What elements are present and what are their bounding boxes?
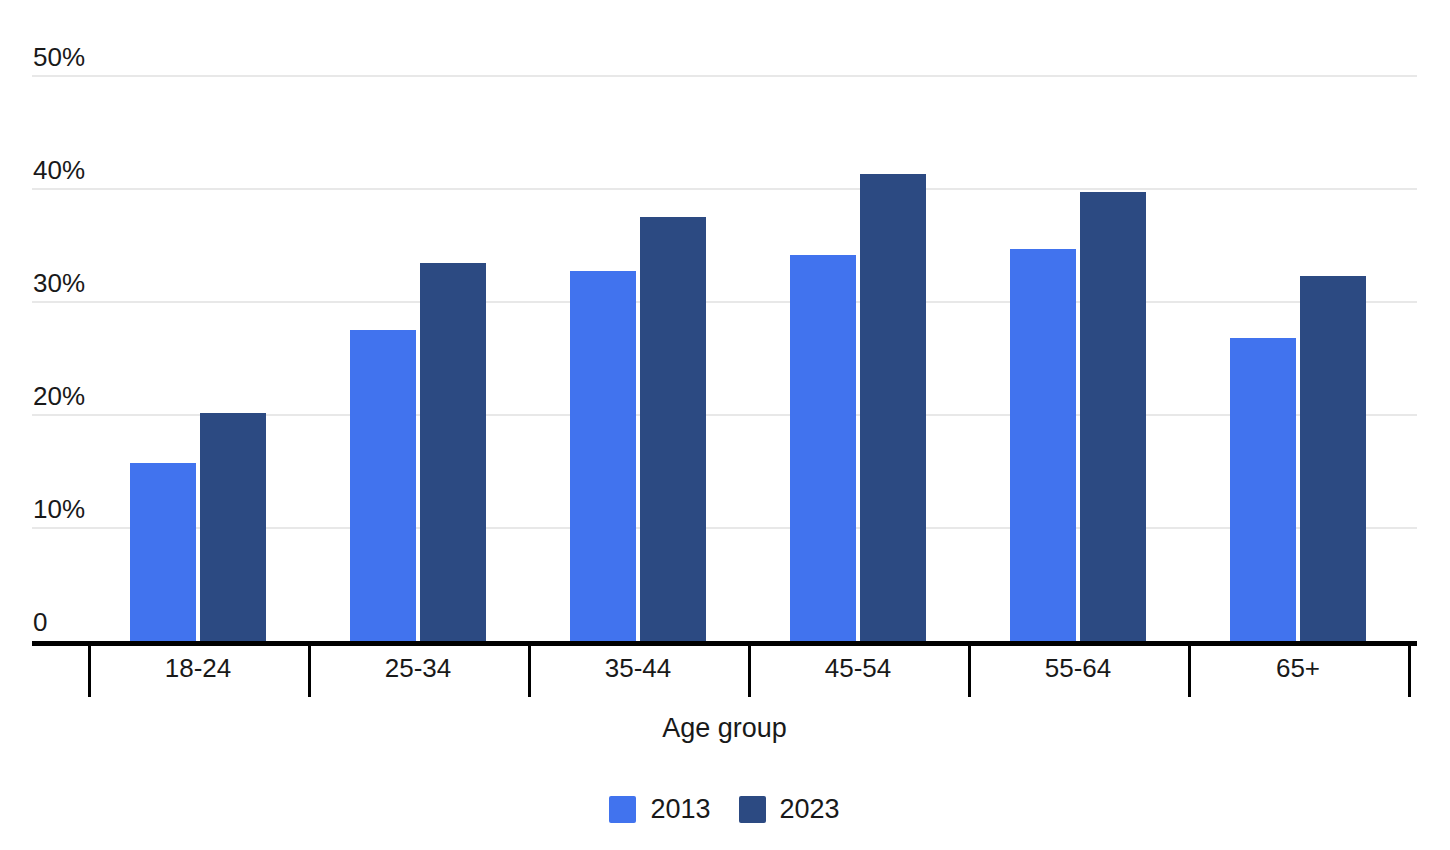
x-category-label: 25-34 — [308, 653, 528, 683]
bar-2013-55-64 — [1010, 249, 1076, 641]
legend-swatch-2013 — [609, 796, 636, 823]
bar-2013-65+ — [1230, 338, 1296, 641]
bar-2023-65+ — [1300, 276, 1366, 641]
legend-swatch-2023 — [739, 796, 766, 823]
x-category-label: 55-64 — [968, 653, 1188, 683]
x-category-label: 45-54 — [748, 653, 968, 683]
legend-label-2023: 2023 — [780, 794, 840, 824]
bar-2023-35-44 — [640, 217, 706, 641]
x-axis-tick — [1408, 642, 1411, 697]
bar-2013-25-34 — [350, 330, 416, 641]
gridline — [32, 75, 1417, 77]
y-axis-tick-label: 50% — [33, 42, 85, 72]
bar-2023-55-64 — [1080, 192, 1146, 641]
legend: 2013 2023 — [32, 794, 1417, 824]
legend-label-2013: 2013 — [650, 794, 710, 824]
bar-2023-25-34 — [420, 263, 486, 641]
y-axis-tick-label: 30% — [33, 268, 85, 298]
y-axis-tick-label: 10% — [33, 494, 85, 524]
gridline — [32, 188, 1417, 190]
bar-2023-45-54 — [860, 174, 926, 641]
y-axis-tick-label: 0 — [33, 607, 47, 637]
x-axis-title: Age group — [32, 712, 1417, 744]
y-axis-tick-label: 20% — [33, 381, 85, 411]
bar-2013-18-24 — [130, 463, 196, 641]
bar-2023-18-24 — [200, 413, 266, 641]
x-category-label: 65+ — [1188, 653, 1408, 683]
bar-2013-35-44 — [570, 271, 636, 641]
gridline — [32, 301, 1417, 303]
x-category-label: 35-44 — [528, 653, 748, 683]
bar-chart: 0 10% 20% 30% 40% 50% 18-2425-3435-4445-5455-6… — [0, 0, 1450, 850]
bar-2013-45-54 — [790, 255, 856, 641]
legend-item: 2023 — [739, 794, 840, 824]
x-axis-line — [32, 641, 1417, 646]
y-axis-tick-label: 40% — [33, 155, 85, 185]
x-category-label: 18-24 — [88, 653, 308, 683]
legend-item: 2013 — [609, 794, 710, 824]
